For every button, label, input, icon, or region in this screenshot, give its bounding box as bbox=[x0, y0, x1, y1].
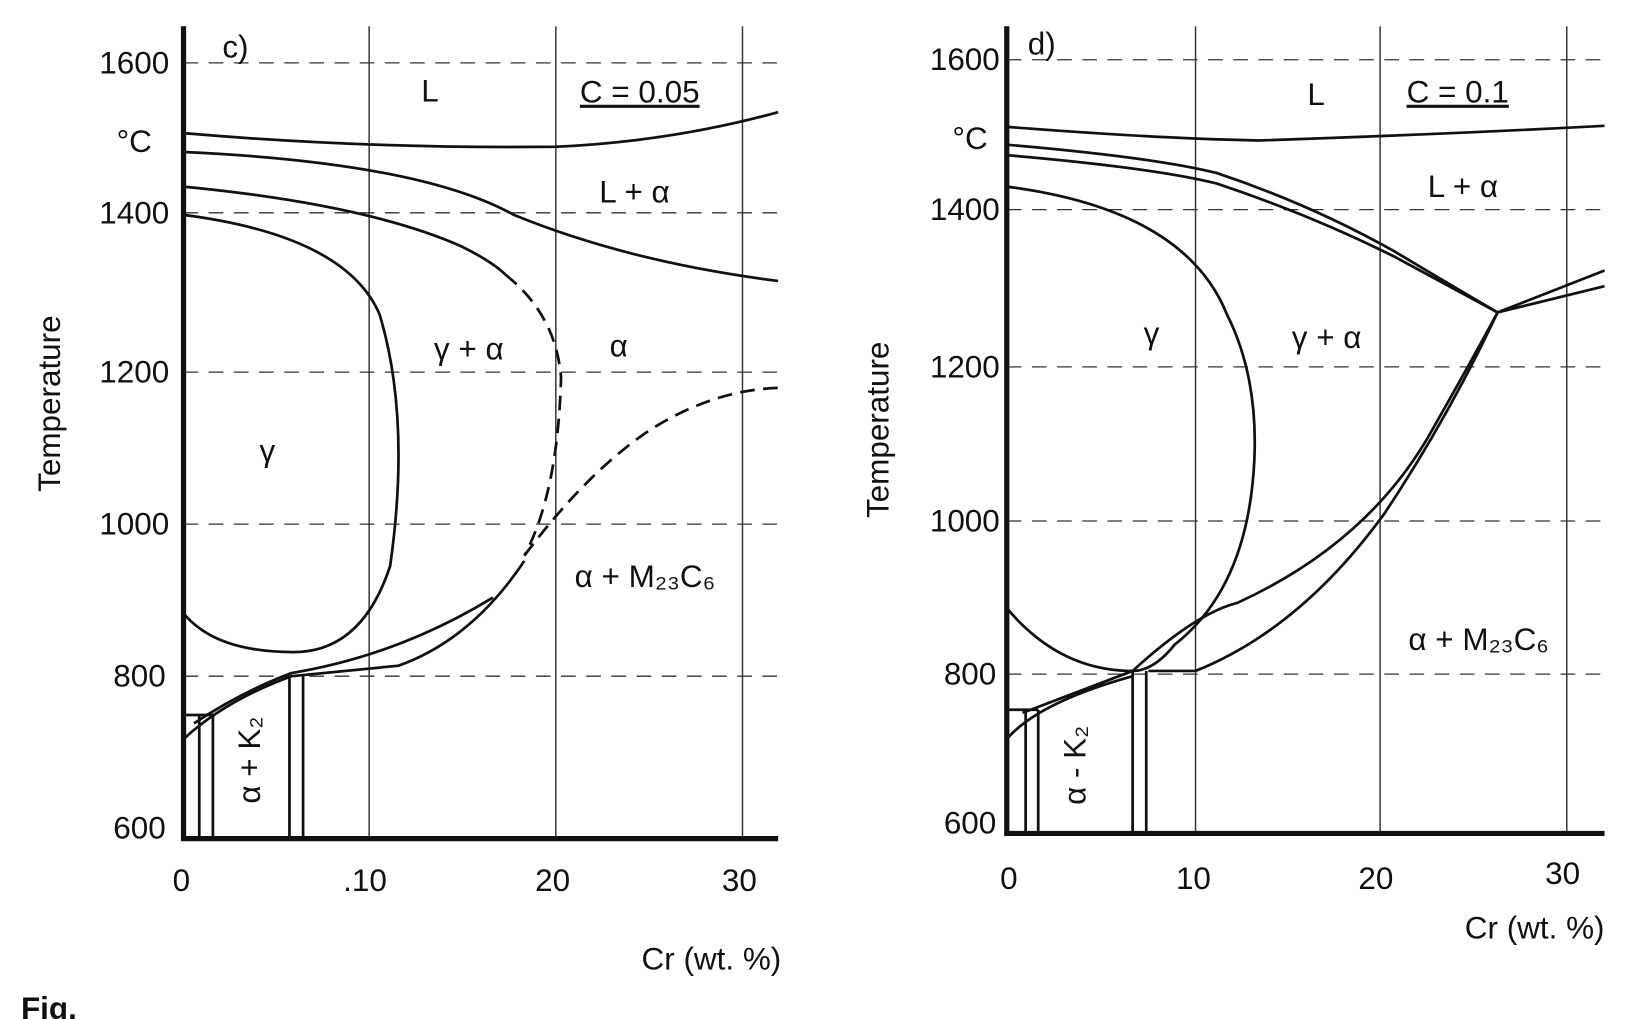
y-axis-label: Temperature bbox=[32, 315, 67, 491]
boundary bbox=[1131, 311, 1499, 672]
y-tick-label: 800 bbox=[113, 659, 165, 694]
x-axis-label: Cr (wt. %) bbox=[642, 942, 782, 977]
region-label: L bbox=[421, 74, 438, 109]
composition: C = 0.1 bbox=[1407, 75, 1509, 110]
y-tick-label: 1200 bbox=[99, 355, 169, 390]
solidus bbox=[183, 150, 779, 283]
boundary bbox=[523, 386, 779, 557]
boundary bbox=[183, 185, 507, 276]
y-tick-label: 1200 bbox=[930, 349, 1000, 384]
y-tick-label: 600 bbox=[113, 811, 165, 846]
region-label: L + α bbox=[599, 174, 669, 209]
boundary bbox=[193, 596, 494, 725]
boundary bbox=[1006, 670, 1148, 834]
boundary bbox=[1497, 269, 1606, 314]
panel-c: 1600 1400 1200 1000 800 600 °C 0 .10 20 … bbox=[32, 26, 782, 977]
x-tick-label: 30 bbox=[722, 863, 757, 898]
panel-label: c) bbox=[222, 30, 248, 65]
y-tick-label: 1000 bbox=[99, 507, 169, 542]
grid-lines bbox=[1006, 59, 1605, 675]
region-label: γ bbox=[260, 433, 276, 468]
x-axis-label: Cr (wt. %) bbox=[1465, 910, 1605, 945]
liquidus bbox=[183, 110, 779, 149]
y-tick-label: 1400 bbox=[99, 195, 169, 230]
y-axis-label: Temperature bbox=[860, 342, 895, 518]
gamma-loop bbox=[182, 213, 400, 654]
region-label: α bbox=[610, 328, 628, 363]
boundary bbox=[1148, 311, 1499, 673]
panel-d: 1600 1400 1200 1000 800 600 °C 0 10 20 3… bbox=[860, 26, 1606, 945]
region-label: α + K₂ bbox=[232, 716, 267, 803]
x-tick-label: 20 bbox=[1358, 861, 1393, 896]
y-tick-label: 800 bbox=[944, 657, 996, 692]
x-tick-label: 0 bbox=[173, 863, 190, 898]
unit: °C bbox=[117, 124, 152, 159]
composition: C = 0.05 bbox=[580, 75, 700, 110]
x-tick-label: .10 bbox=[343, 863, 387, 898]
region-label: α + M₂₃C₆ bbox=[575, 559, 716, 594]
axes bbox=[1004, 26, 1605, 837]
y-tick-label: 1600 bbox=[930, 42, 1000, 77]
grid-lines bbox=[368, 26, 744, 839]
unit: °C bbox=[952, 121, 987, 156]
gamma-loop bbox=[1005, 185, 1257, 673]
x-tick-label: 0 bbox=[1000, 861, 1017, 896]
boundary bbox=[182, 560, 526, 741]
liquidus bbox=[1006, 124, 1605, 142]
region-label: α + M₂₃C₆ bbox=[1408, 622, 1549, 657]
x-tick-label: 30 bbox=[1545, 856, 1580, 891]
y-tick-label: 1600 bbox=[99, 45, 169, 80]
region-label: L + α bbox=[1428, 169, 1498, 204]
x-tick-label: 20 bbox=[535, 863, 570, 898]
boundary bbox=[504, 273, 563, 557]
grid-lines bbox=[1194, 26, 1568, 834]
boundary bbox=[1005, 669, 1134, 740]
x-tick-label: 10 bbox=[1176, 861, 1211, 896]
solidus bbox=[1006, 153, 1499, 314]
panel-label: d) bbox=[1028, 27, 1056, 62]
axes bbox=[180, 26, 779, 842]
y-tick-label: 600 bbox=[944, 805, 996, 840]
caption: Fig. bbox=[21, 991, 77, 1019]
region-label: L bbox=[1307, 77, 1324, 112]
region-label: α - K₂ bbox=[1057, 726, 1092, 805]
y-tick-label: 1400 bbox=[930, 192, 1000, 227]
y-tick-label: 1000 bbox=[930, 504, 1000, 539]
boundary bbox=[183, 676, 305, 839]
region-label: γ + α bbox=[1292, 320, 1362, 355]
solidus bbox=[1006, 143, 1499, 314]
region-label: γ + α bbox=[434, 332, 504, 367]
region-label: γ bbox=[1144, 316, 1160, 351]
